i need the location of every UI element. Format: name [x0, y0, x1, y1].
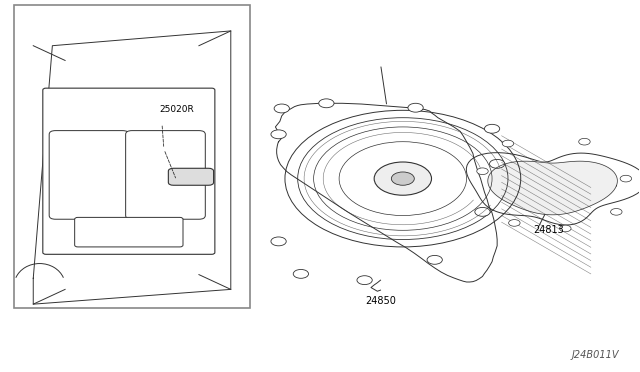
FancyBboxPatch shape [168, 168, 214, 185]
Circle shape [579, 138, 590, 145]
Circle shape [509, 219, 520, 226]
FancyBboxPatch shape [49, 131, 129, 219]
FancyBboxPatch shape [75, 217, 183, 247]
Bar [14, 5, 250, 308]
Text: J24B011V: J24B011V [572, 350, 620, 359]
Circle shape [319, 99, 334, 108]
Circle shape [484, 124, 500, 133]
Circle shape [611, 209, 622, 215]
FancyBboxPatch shape [43, 88, 215, 254]
Circle shape [559, 225, 571, 232]
Text: 24850: 24850 [365, 296, 396, 306]
Polygon shape [488, 161, 618, 215]
Circle shape [271, 130, 286, 139]
FancyBboxPatch shape [125, 131, 205, 219]
Circle shape [490, 160, 505, 168]
Circle shape [620, 175, 632, 182]
Text: 25020R: 25020R [159, 105, 194, 114]
Text: 24813: 24813 [534, 225, 564, 235]
Circle shape [271, 237, 286, 246]
Circle shape [427, 256, 442, 264]
Circle shape [274, 104, 289, 113]
Circle shape [374, 162, 431, 195]
Circle shape [357, 276, 372, 285]
Circle shape [293, 269, 308, 278]
Circle shape [475, 208, 490, 216]
Circle shape [477, 168, 488, 174]
Circle shape [408, 103, 423, 112]
Circle shape [392, 172, 414, 185]
Circle shape [502, 140, 514, 147]
